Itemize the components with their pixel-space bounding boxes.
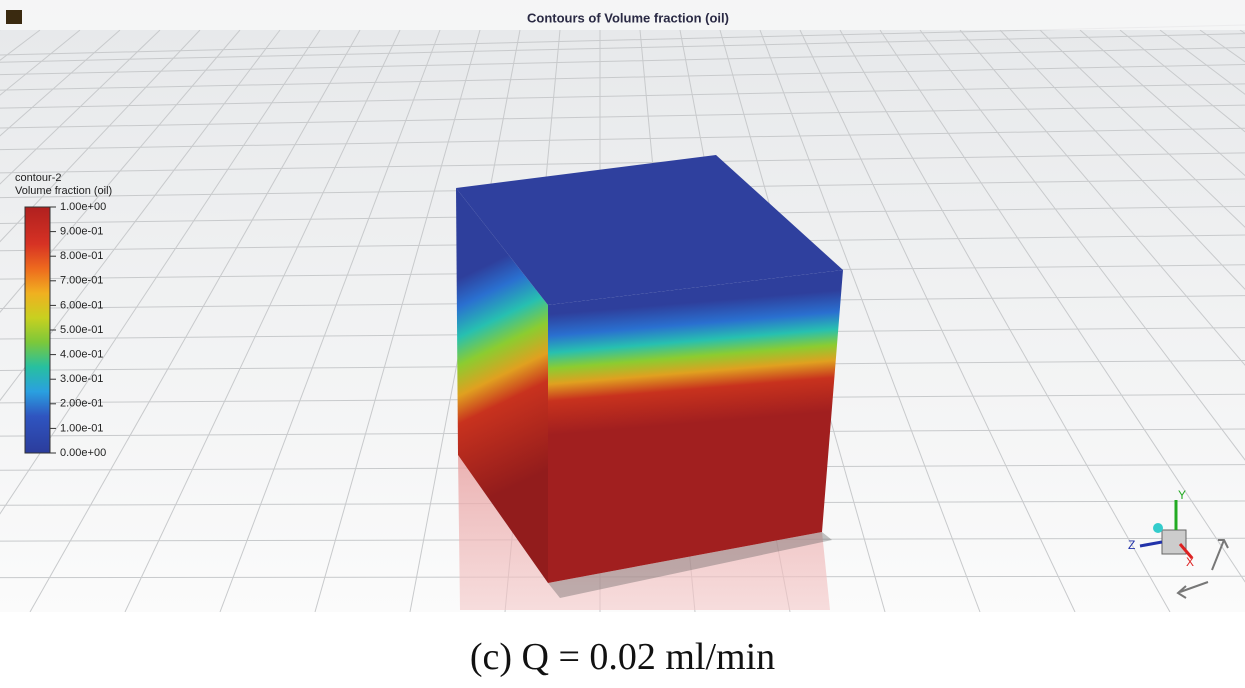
grid-line [0, 29, 321, 515]
grid-line [29, 29, 361, 612]
reflection [458, 455, 830, 610]
rotate-icon [1176, 581, 1209, 599]
grid-line [0, 29, 121, 137]
z-label: Z [1128, 538, 1135, 552]
grid-line [0, 127, 1245, 151]
grid-line [124, 29, 401, 612]
grid-line [219, 29, 441, 612]
x-label: X [1186, 555, 1194, 569]
grid-line [0, 29, 201, 243]
grid-line [1119, 29, 1245, 133]
title-bar [0, 0, 1245, 30]
colorbar-label: 8.00e-01 [60, 250, 103, 262]
grid-line [0, 33, 1245, 63]
colorbar-label: 0.00e+00 [60, 447, 106, 459]
grid-line [0, 29, 281, 402]
grid-line [999, 29, 1245, 290]
colorbar-label: 5.00e-01 [60, 324, 103, 336]
grid-line [959, 29, 1245, 366]
cube-top-face [456, 155, 843, 305]
cube-left-face [456, 188, 548, 583]
grid-line [314, 29, 481, 612]
viewer-title: Contours of Volume fraction (oil) [527, 10, 729, 25]
grid-line [0, 83, 1245, 109]
triad-ball [1153, 523, 1163, 533]
caption: (c) Q = 0.02 ml/min [469, 636, 776, 678]
y-label: Y [1178, 488, 1186, 502]
legend-quantity: Volume fraction (oil) [15, 185, 112, 197]
axis-triad: Y Z X [1128, 488, 1229, 599]
grid-line [0, 29, 241, 313]
grid-line [1079, 29, 1245, 177]
colorbar-label: 7.00e-01 [60, 275, 103, 287]
colorbar [24, 206, 51, 454]
grid-line [0, 152, 1245, 174]
grid-line [759, 29, 981, 612]
app-icon [6, 10, 22, 24]
shadow [548, 532, 832, 598]
grid-line [0, 63, 1245, 91]
x-arrow [1178, 543, 1194, 559]
triad-cube [1161, 529, 1187, 555]
colorbar-label: 1.00e-01 [60, 422, 103, 434]
grid-line [799, 29, 1076, 612]
colorbar-label: 3.00e-01 [60, 373, 103, 385]
colorbar-label: 9.00e-01 [60, 226, 103, 238]
colorbar-label: 1.00e+00 [60, 201, 106, 213]
grid-line [919, 29, 1245, 461]
colorbar-label: 4.00e-01 [60, 349, 103, 361]
grid-line [1039, 29, 1245, 228]
grid-line [879, 29, 1245, 583]
z-arrow [1139, 540, 1163, 548]
colorbar-labels: 1.00e+00 9.00e-01 8.00e-01 7.00e-01 6.00e-01… [50, 201, 106, 459]
legend-name: contour-2 [15, 172, 61, 184]
colorbar-label: 2.00e-01 [60, 398, 103, 410]
grid-line [0, 104, 1245, 129]
cube-front-face [548, 270, 843, 583]
rotate-icon [1211, 539, 1229, 571]
grid-line [0, 29, 161, 185]
viewport: Contours of Volume fraction (oil) contou… [0, 0, 1245, 612]
grid-line [0, 47, 1245, 76]
grid-line [839, 29, 1171, 612]
colorbar-label: 6.00e-01 [60, 299, 103, 311]
